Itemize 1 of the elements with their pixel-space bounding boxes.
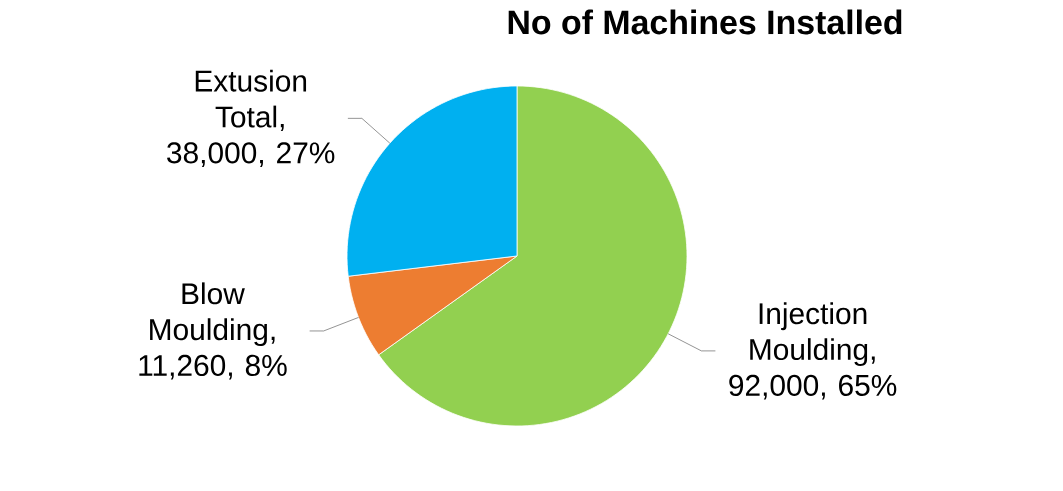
chart-title: No of Machines Installed — [508, 9, 902, 35]
